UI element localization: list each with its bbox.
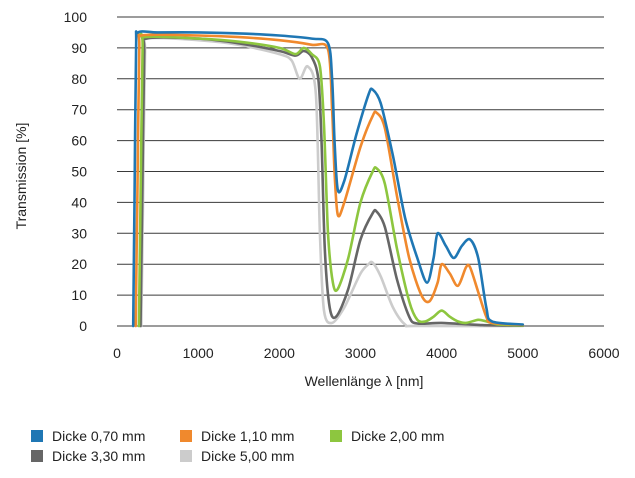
series-lines [131, 30, 525, 328]
y-tick-label: 90 [71, 40, 87, 56]
legend-swatch [180, 430, 192, 442]
grid-lines [117, 16, 604, 327]
x-tick-label: 5000 [507, 345, 538, 361]
x-axis-ticks: 0 1000 2000 3000 4000 5000 6000 [113, 345, 620, 361]
y-axis-ticks: 0 10 20 30 40 50 60 70 80 90 100 [64, 9, 88, 334]
x-tick-label: 6000 [588, 345, 619, 361]
y-tick-label: 40 [71, 194, 87, 210]
legend-swatch [31, 450, 43, 462]
series-line [131, 30, 525, 328]
legend-label: Dicke 1,10 mm [201, 428, 294, 444]
x-tick-label: 3000 [345, 345, 376, 361]
y-axis-label: Transmission [%] [13, 123, 29, 230]
y-tick-label: 30 [71, 225, 87, 241]
legend: Dicke 0,70 mm Dicke 1,10 mm Dicke 2,00 mm D… [31, 428, 444, 464]
y-tick-label: 20 [71, 256, 87, 272]
legend-swatch [330, 430, 342, 442]
y-tick-label: 60 [71, 133, 87, 149]
legend-label: Dicke 2,00 mm [351, 428, 444, 444]
y-tick-label: 100 [64, 9, 88, 25]
legend-swatch [180, 450, 192, 462]
y-tick-label: 10 [71, 287, 87, 303]
series-line [137, 32, 525, 328]
x-tick-label: 1000 [183, 345, 214, 361]
legend-label: Dicke 5,00 mm [201, 448, 294, 464]
x-axis-label: Wellenlänge λ [nm] [305, 373, 424, 389]
x-tick-label: 0 [113, 345, 121, 361]
y-tick-label: 70 [71, 102, 87, 118]
legend-swatch [31, 430, 43, 442]
y-tick-label: 50 [71, 164, 87, 180]
x-tick-label: 4000 [426, 345, 457, 361]
series-line [134, 31, 525, 328]
y-tick-label: 0 [79, 318, 87, 334]
y-tick-label: 80 [71, 71, 87, 87]
legend-label: Dicke 0,70 mm [52, 428, 145, 444]
x-tick-label: 2000 [264, 345, 295, 361]
legend-label: Dicke 3,30 mm [52, 448, 145, 464]
